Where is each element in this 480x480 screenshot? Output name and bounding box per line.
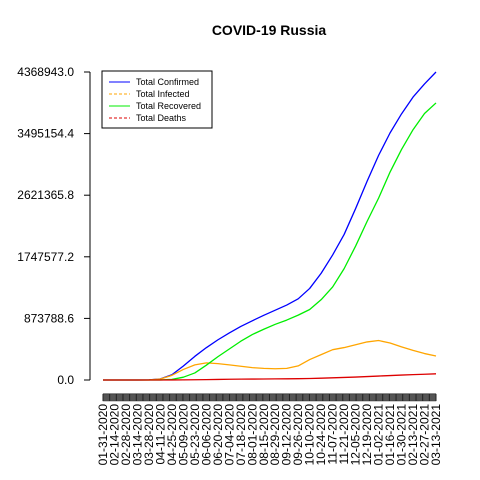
x-tick-label: 01-16-2021 [383, 404, 397, 466]
y-tick-label: 2621365.8 [17, 188, 74, 202]
y-tick-label: 0.0 [57, 373, 74, 387]
x-tick-label: 07-18-2020 [234, 404, 248, 466]
legend: Total Confirmed Total Infected Total Recov… [101, 70, 213, 129]
x-tick-label: 10-10-2020 [303, 404, 317, 466]
y-tick-label: 1747577.2 [17, 250, 74, 264]
y-tick-label: 873788.6 [24, 311, 74, 325]
chart-title: COVID-19 Russia [212, 22, 327, 38]
series-line-total-recovered [103, 102, 437, 381]
x-tick-label: 03-28-2020 [142, 404, 156, 466]
x-tick-label: 01-30-2021 [395, 404, 409, 466]
x-tick-label: 11-07-2020 [326, 404, 340, 465]
y-tick-label: 3495154.4 [17, 127, 74, 141]
legend-label: Total Deaths [136, 113, 187, 123]
x-tick-label: 02-14-2020 [107, 404, 121, 466]
x-tick-label: 04-25-2020 [165, 404, 179, 466]
x-axis-tick-marks [102, 394, 437, 401]
y-tick-label: 4368943.0 [17, 65, 74, 79]
legend-label: Total Recovered [136, 101, 201, 111]
x-tick-label: 06-06-2020 [199, 404, 213, 466]
x-tick-label: 03-13-2021 [429, 404, 443, 466]
x-tick-label: 07-04-2020 [222, 404, 236, 466]
x-tick-label: 01-31-2020 [96, 404, 110, 466]
x-tick-label: 01-02-2021 [372, 404, 386, 466]
x-tick-label: 10-24-2020 [314, 404, 328, 466]
series-line-total-infected [103, 339, 437, 381]
series-layer [103, 71, 437, 381]
y-axis: 0.0 873788.6 1747577.2 2621365.8 3495154.4 43… [17, 65, 91, 387]
x-tick-label: 08-01-2020 [245, 404, 259, 466]
x-tick-label: 02-13-2021 [406, 404, 420, 466]
x-tick-label: 12-05-2020 [349, 404, 363, 466]
x-tick-label: 08-15-2020 [257, 404, 271, 466]
x-tick-label: 04-11-2020 [153, 404, 167, 465]
x-tick-label: 09-12-2020 [280, 404, 294, 466]
x-tick-label: 03-14-2020 [130, 404, 144, 466]
x-tick-label: 02-28-2020 [119, 404, 133, 466]
x-tick-label: 05-23-2020 [188, 404, 202, 466]
x-tick-label: 09-26-2020 [291, 404, 305, 466]
series-line-total-deaths [103, 373, 437, 381]
x-tick-label: 05-09-2020 [176, 404, 190, 466]
x-axis: 01-31-202002-14-202002-28-202003-14-2020… [96, 393, 443, 466]
x-tick-label: 02-27-2021 [418, 404, 432, 466]
x-tick-label: 12-19-2020 [360, 404, 374, 466]
x-tick-label: 08-29-2020 [268, 404, 282, 466]
legend-label: Total Infected [136, 89, 190, 99]
legend-label: Total Confirmed [136, 77, 199, 87]
x-tick-label: 06-20-2020 [211, 404, 225, 466]
x-tick-label: 11-21-2020 [337, 404, 351, 465]
